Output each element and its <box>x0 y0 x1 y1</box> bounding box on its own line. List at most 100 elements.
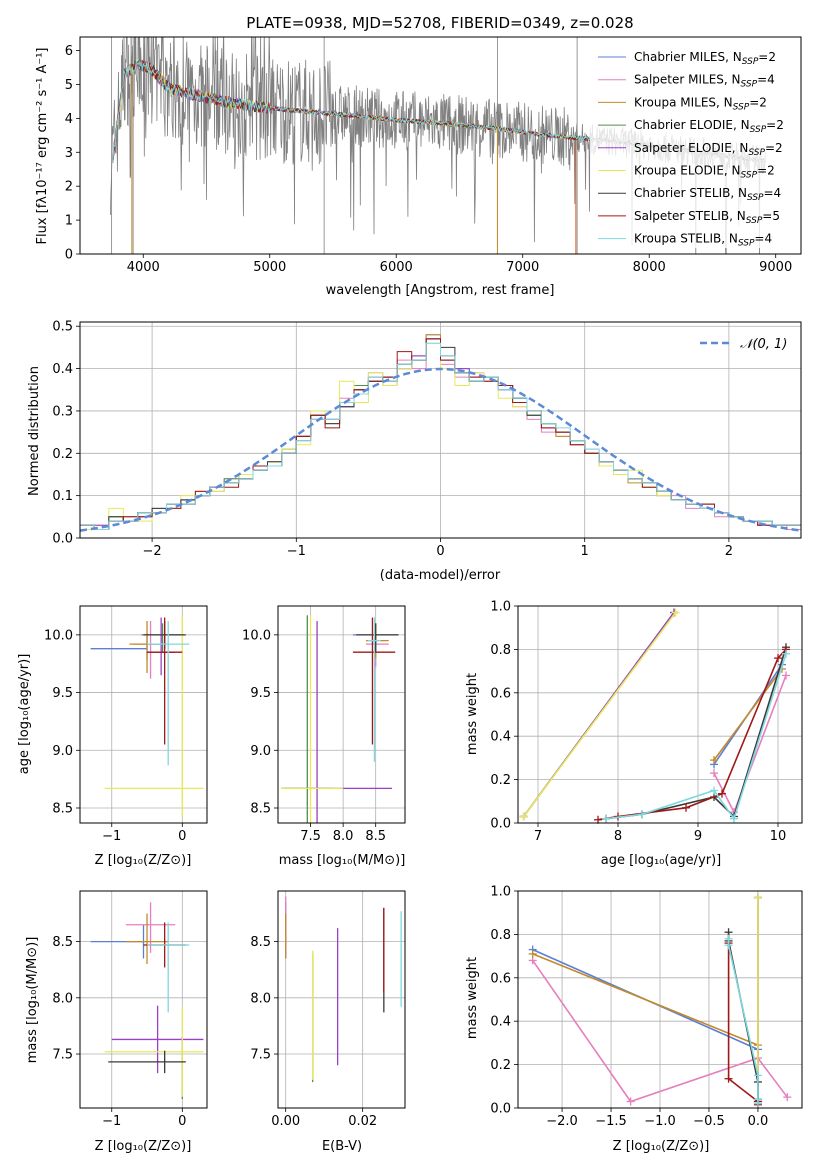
plot-frame <box>79 321 802 539</box>
legend-label-subscript: SSP <box>742 57 759 67</box>
x-axis-label: E(B-V) <box>322 1139 362 1154</box>
plot-frame <box>79 890 208 1109</box>
legend-label-subscript: SSP <box>746 216 763 226</box>
x-tick-label: 9000 <box>759 260 792 275</box>
legend-label-5: Kroupa ELODIE, NSSP=2 <box>634 164 775 181</box>
y-tick-label: 1.0 <box>490 600 511 615</box>
y-tick-label: 8.5 <box>250 801 271 816</box>
legend-label-tail: =5 <box>762 209 780 223</box>
x-tick-label: 0 <box>178 829 186 844</box>
x-tick-label: 9 <box>694 829 702 844</box>
weight-line-5 <box>522 612 677 817</box>
y-tick-label: 9.0 <box>52 744 73 759</box>
x-tick-label: 7 <box>534 829 542 844</box>
y-axis-label: Normed distribution <box>27 366 42 496</box>
y-tick-label: 0.1 <box>52 489 73 504</box>
y-axis-label: age [log₁₀(age/yr)] <box>17 654 32 775</box>
legend-label-gaussian: 𝒩(0, 1) <box>740 337 787 352</box>
x-tick-label: 0.00 <box>271 1114 300 1129</box>
y-tick-label: 9.5 <box>52 686 73 701</box>
legend-label-tail: =2 <box>757 164 775 178</box>
mass-vs-metallicity-panel: −1 0 7.5 8.0 8.5 Z [log₁₀(Z/Z⊙)] mass [log₁₀… <box>25 890 208 1154</box>
y-axis-label: mass weight <box>465 673 480 755</box>
y-tick-label: 0.2 <box>490 773 511 788</box>
weight-line-6 <box>605 646 787 820</box>
chart-title: PLATE=0938, MJD=52708, FIBERID=0349, z=0… <box>246 14 633 32</box>
weight-line-1 <box>713 675 787 815</box>
x-tick-label: 8.5 <box>365 829 386 844</box>
legend-label-3: Chabrier ELODIE, NSSP=2 <box>634 118 784 135</box>
y-axis-label: Flux [fλ10⁻¹⁷ erg cm⁻² s⁻¹ A⁻¹] <box>35 48 50 245</box>
y-tick-label: 7.5 <box>52 1048 73 1063</box>
plot-frame <box>79 605 208 824</box>
legend-label-subscript: SSP <box>741 80 758 90</box>
legend-label-1: Salpeter MILES, NSSP=4 <box>634 73 775 90</box>
x-axis-label: (data-model)/error <box>380 568 501 583</box>
x-axis-label: Z [log₁₀(Z/Z⊙)] <box>613 1139 710 1154</box>
y-tick-label: 0.8 <box>490 928 511 943</box>
y-tick-label: 0.4 <box>490 730 511 745</box>
x-tick-label: 1 <box>581 544 589 559</box>
plot-frame <box>79 36 802 255</box>
y-tick-label: 0.0 <box>490 817 511 832</box>
x-tick-label: −1 <box>102 829 121 844</box>
legend-label-text: Chabrier STELIB, N <box>634 186 747 200</box>
y-tick-label: 0.0 <box>52 532 73 547</box>
y-tick-label: 2 <box>65 180 73 195</box>
legend-label-text: Salpeter MILES, N <box>634 73 741 87</box>
legend-box <box>590 44 794 248</box>
legend-label-text: Chabrier ELODIE, N <box>634 118 750 132</box>
x-tick-label: −1.0 <box>644 1114 676 1129</box>
y-tick-label: 0.3 <box>52 404 73 419</box>
x-axis-label: wavelength [Angstrom, rest frame] <box>326 283 555 298</box>
x-tick-label: −2 <box>143 544 162 559</box>
legend-label-subscript: SSP <box>741 171 758 181</box>
x-tick-label: 2 <box>725 544 733 559</box>
legend-label-tail: =4 <box>754 232 772 246</box>
legend-label-7: Salpeter STELIB, NSSP=5 <box>634 209 780 226</box>
legend-label-tail: =2 <box>765 141 783 155</box>
x-axis-label: Z [log₁₀(Z/Z⊙)] <box>95 1139 192 1154</box>
age-vs-metallicity-panel: −1 0 8.5 9.0 9.5 10.0 Z [log₁₀(Z/Z⊙)] age [lo… <box>17 605 208 868</box>
x-tick-label: −1.5 <box>595 1114 627 1129</box>
y-tick-label: 0.2 <box>52 447 73 462</box>
y-tick-label: 0.6 <box>490 686 511 701</box>
y-tick-label: 8.5 <box>52 801 73 816</box>
x-tick-label: 10 <box>770 829 787 844</box>
legend-label-2: Kroupa MILES, NSSP=2 <box>634 95 767 112</box>
y-tick-label: 1 <box>65 214 73 229</box>
y-tick-label: 0.4 <box>490 1015 511 1030</box>
y-tick-label: 0.2 <box>490 1058 511 1073</box>
y-tick-label: 8.5 <box>250 935 271 950</box>
x-tick-label: 8000 <box>633 260 666 275</box>
legend-label-tail: =2 <box>766 118 784 132</box>
y-axis-label: mass [log₁₀(M/M⊙)] <box>25 937 40 1064</box>
legend-label-text: Kroupa ELODIE, N <box>634 164 741 178</box>
weight-line-2 <box>532 953 759 1046</box>
x-tick-label: 7000 <box>506 260 539 275</box>
y-tick-label: 8.5 <box>52 935 73 950</box>
y-tick-label: 0.4 <box>52 362 73 377</box>
x-tick-label: −1 <box>102 1114 121 1129</box>
residual-histogram-panel: −2 −1 0 1 2 0.0 0.1 0.2 0.3 0.4 0.5 𝒩(0, 1) (data-m… <box>27 320 802 583</box>
y-tick-label: 1.0 <box>490 885 511 900</box>
legend-label-4: Salpeter ELODIE, NSSP=2 <box>634 141 783 158</box>
y-tick-label: 8.0 <box>250 991 271 1006</box>
y-tick-label: 4 <box>65 112 73 127</box>
y-tick-label: 9.5 <box>250 686 271 701</box>
x-tick-label: 8 <box>614 829 622 844</box>
x-tick-label: −0.5 <box>693 1114 725 1129</box>
y-tick-label: 0 <box>65 248 73 263</box>
x-tick-label: 0 <box>178 1114 186 1129</box>
y-tick-label: 8.0 <box>52 991 73 1006</box>
plot-frame <box>277 890 406 1109</box>
mass-weight-vs-metallicity-panel: −2.0 −1.5 −1.0 −0.5 0.0 0.0 0.2 0.4 0.6 0.8 1.0 Z … <box>465 885 803 1154</box>
y-tick-label: 5 <box>65 78 73 93</box>
y-tick-label: 10.0 <box>44 628 73 643</box>
y-tick-label: 6 <box>65 44 73 59</box>
plot-frame <box>517 890 803 1109</box>
legend-label-text: Salpeter STELIB, N <box>634 209 746 223</box>
y-tick-label: 3 <box>65 146 73 161</box>
y-tick-label: 9.0 <box>250 744 271 759</box>
